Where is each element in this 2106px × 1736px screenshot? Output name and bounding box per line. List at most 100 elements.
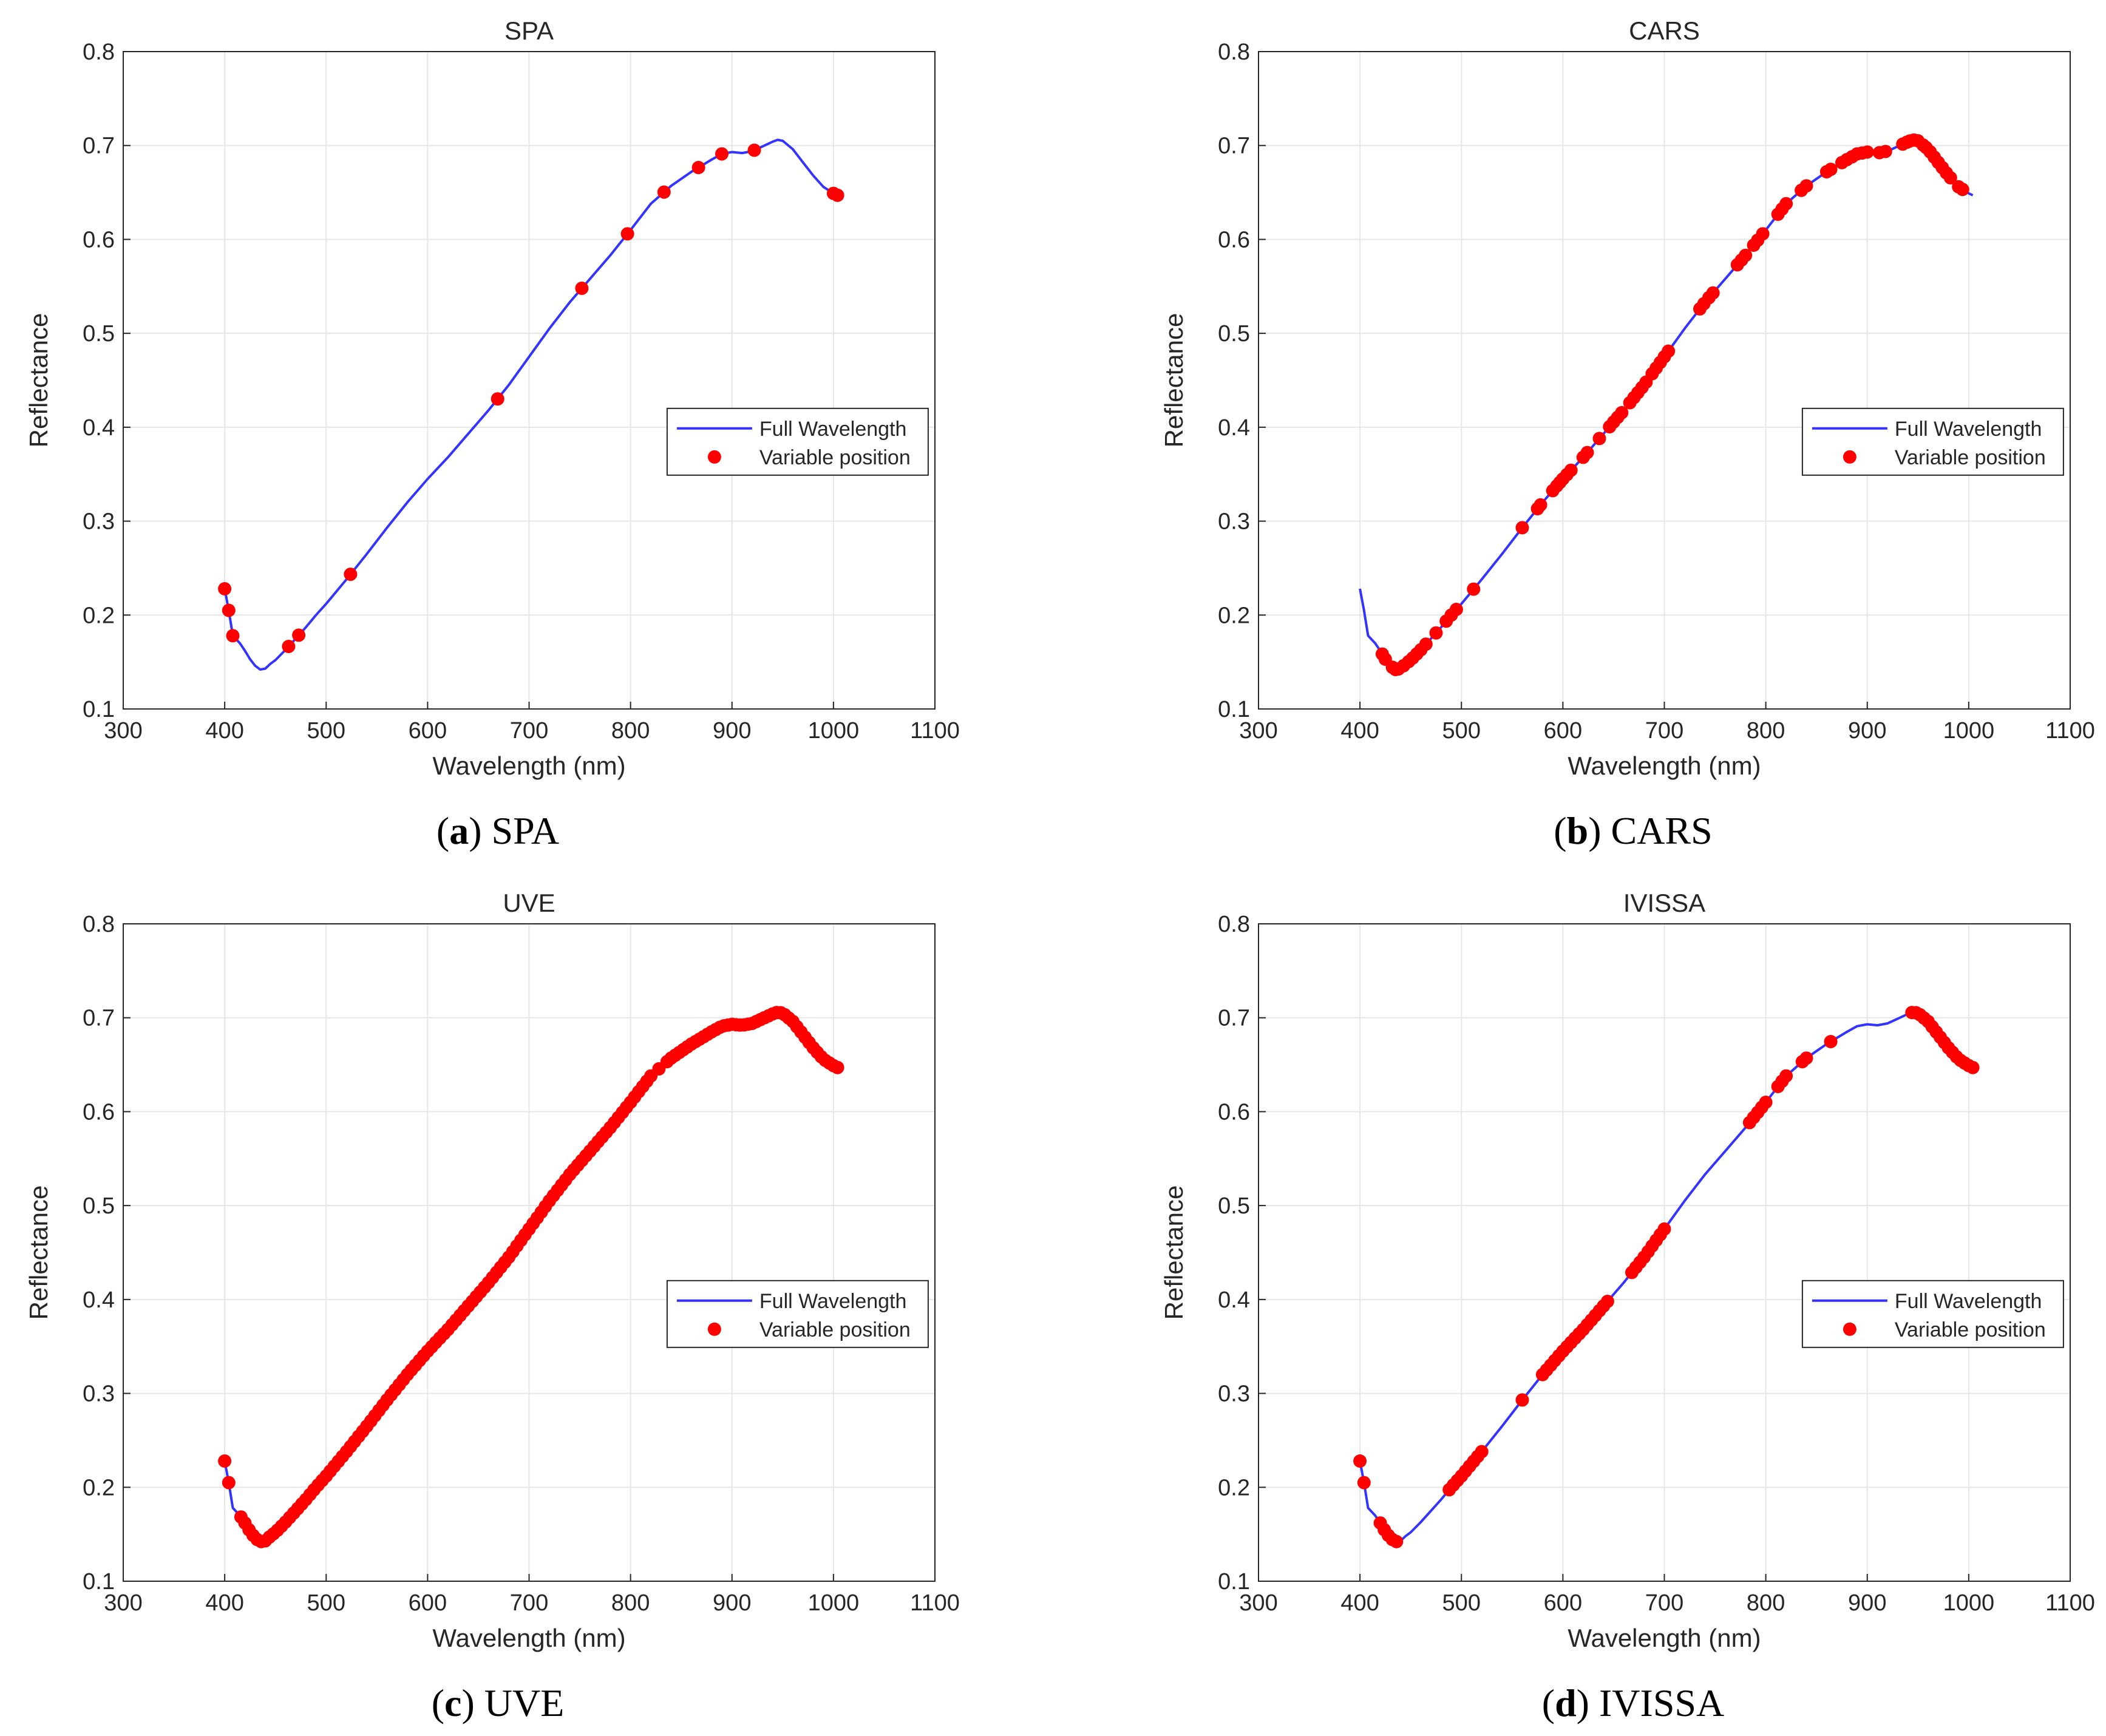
variable-position-marker: [1799, 1051, 1813, 1065]
y-tick-label: 0.7: [1218, 134, 1250, 159]
plot-title: UVE: [503, 889, 555, 917]
variable-position-marker: [715, 147, 729, 161]
legend-box: [666, 1280, 929, 1348]
x-tick-label: 300: [104, 1590, 142, 1616]
variable-position-marker: [1515, 1393, 1529, 1407]
variable-position-marker: [1759, 1096, 1773, 1109]
x-tick-label: 1000: [1943, 1590, 1995, 1616]
variable-position-marker: [1657, 1222, 1671, 1236]
x-tick-label: 700: [510, 718, 548, 744]
variable-position-marker: [222, 1476, 236, 1490]
x-tick-label: 500: [307, 718, 345, 744]
x-tick-label: 800: [611, 1590, 650, 1616]
variable-position-marker: [620, 227, 634, 241]
y-tick-label: 0.3: [1218, 1382, 1250, 1407]
y-tick-label: 0.7: [83, 1006, 115, 1031]
legend-label-full-wavelength: Full Wavelength: [1895, 1290, 2042, 1313]
y-tick-label: 0.1: [83, 1569, 115, 1595]
variable-position-marker: [1429, 626, 1443, 640]
y-tick-label: 0.5: [83, 321, 115, 347]
legend-box: [666, 407, 929, 476]
variable-position-marker: [1662, 344, 1676, 358]
legend-marker-swatch: [707, 450, 721, 464]
x-tick-label: 1100: [2045, 718, 2095, 744]
variable-position-marker: [747, 143, 761, 157]
y-tick-label: 0.7: [1218, 1006, 1250, 1031]
variable-position-marker: [218, 582, 232, 595]
plot-title: IVISSA: [1623, 889, 1705, 917]
x-tick-label: 300: [1239, 718, 1277, 744]
variable-position-marker: [575, 281, 589, 295]
caption-a: (a) SPA: [436, 809, 559, 852]
y-tick-label: 0.3: [1218, 509, 1250, 535]
panel-d: 300 400 500 600 700 800 900 1000 1100 0.1 0.2 0.3 0.…: [1160, 889, 2095, 1652]
y-tick-label: 0.1: [1218, 1569, 1250, 1595]
variable-position-marker: [1943, 171, 1957, 185]
x-tick-label: 400: [1340, 718, 1379, 744]
x-tick-label: 500: [1442, 1590, 1481, 1616]
x-axis-label: Wavelength (nm): [1568, 1624, 1761, 1652]
x-tick-label: 700: [510, 1590, 548, 1616]
legend-box: [1801, 407, 2064, 476]
plot-title: CARS: [1629, 16, 1700, 45]
variable-position-marker: [1824, 1035, 1838, 1048]
x-axis-label: Wavelength (nm): [432, 751, 625, 780]
variable-position-marker: [831, 1060, 844, 1074]
x-axis-label: Wavelength (nm): [1568, 751, 1761, 780]
legend-box: [1801, 1280, 2064, 1348]
y-tick-label: 0.8: [83, 912, 115, 937]
y-tick-label: 0.6: [83, 1099, 115, 1125]
y-tick-label: 0.3: [83, 1382, 115, 1407]
variable-position-marker: [1878, 144, 1892, 158]
variable-position-marker: [657, 185, 671, 199]
variable-position-marker: [1799, 179, 1813, 193]
y-tick-label: 0.4: [1218, 1287, 1250, 1313]
y-tick-label: 0.2: [1218, 1475, 1250, 1500]
x-tick-label: 1100: [2045, 1590, 2095, 1616]
legend-marker-swatch: [707, 1322, 721, 1336]
y-tick-label: 0.2: [83, 1475, 115, 1500]
x-tick-label: 900: [713, 1590, 751, 1616]
panel-c: 300 400 500 600 700 800 900 1000 1100 0.1 0.2 0.3 0.…: [24, 889, 960, 1652]
y-tick-label: 0.6: [1218, 227, 1250, 253]
caption-d: (d) IVISSA: [1542, 1681, 1724, 1724]
variable-position-marker: [1534, 498, 1547, 512]
legend-marker-swatch: [1843, 450, 1856, 464]
y-tick-label: 0.1: [83, 697, 115, 722]
legend-label-variable-position: Variable position: [759, 446, 911, 469]
x-tick-label: 400: [205, 1590, 243, 1616]
variable-position-marker: [1564, 463, 1578, 477]
panel-a: 300 400 500 600 700 800 900 1000 1100 0.1 0.2 0.3 0.…: [24, 16, 960, 780]
variable-position-marker: [1615, 405, 1629, 419]
y-tick-label: 0.1: [1218, 697, 1250, 722]
x-tick-label: 900: [1848, 718, 1886, 744]
variable-position-marker: [831, 188, 844, 202]
x-tick-label: 600: [1544, 1590, 1582, 1616]
variable-position-marker: [1353, 1454, 1367, 1468]
variable-position-marker: [222, 603, 236, 617]
y-tick-label: 0.5: [1218, 1193, 1250, 1219]
variable-position-marker: [218, 1454, 232, 1468]
x-tick-label: 400: [205, 718, 243, 744]
variable-position-marker: [691, 161, 705, 174]
caption-c: (c) UVE: [432, 1681, 565, 1724]
y-axis-label: Reflectance: [1160, 1185, 1188, 1320]
variable-position-marker: [282, 640, 296, 653]
x-tick-label: 600: [409, 1590, 447, 1616]
legend-marker-swatch: [1843, 1322, 1856, 1336]
x-tick-label: 300: [104, 718, 142, 744]
y-axis-label: Reflectance: [1160, 313, 1188, 448]
legend-label-full-wavelength: Full Wavelength: [759, 418, 907, 441]
legend-label-variable-position: Variable position: [1895, 1318, 2046, 1341]
y-tick-label: 0.4: [83, 1287, 115, 1313]
y-tick-label: 0.8: [1218, 912, 1250, 937]
x-tick-label: 400: [1340, 1590, 1379, 1616]
x-tick-label: 500: [307, 1590, 345, 1616]
plot-title: SPA: [504, 16, 554, 45]
y-tick-label: 0.8: [83, 39, 115, 65]
variable-position-marker: [226, 629, 240, 643]
variable-position-marker: [1706, 286, 1720, 300]
x-tick-label: 800: [611, 718, 650, 744]
y-tick-label: 0.7: [83, 134, 115, 159]
x-tick-label: 800: [1747, 718, 1785, 744]
